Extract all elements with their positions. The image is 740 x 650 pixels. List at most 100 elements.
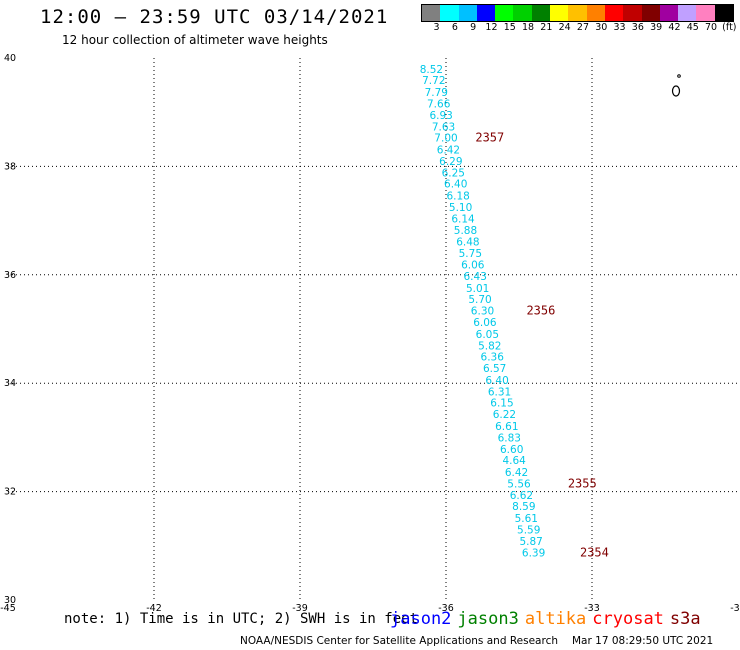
time-label: 2355 <box>568 476 597 490</box>
wave-height-label: 6.40 <box>485 375 508 387</box>
island-dot <box>677 74 681 78</box>
wave-height-label: 6.31 <box>488 386 511 398</box>
legend-label: (ft) <box>722 22 737 33</box>
satellite-altika: altika <box>524 609 587 629</box>
y-tick-label: 36 <box>4 270 16 281</box>
wave-height-label: 7.72 <box>422 75 445 87</box>
wave-height-label: 5.75 <box>459 248 482 260</box>
wave-height-label: 6.06 <box>473 317 497 329</box>
wave-height-label: 5.61 <box>515 513 538 525</box>
legend-label: 30 <box>595 22 608 33</box>
legend-swatch <box>623 5 642 21</box>
wave-height-label: 6.83 <box>498 432 521 444</box>
x-tick-label: -30 <box>730 603 740 614</box>
credit-text: NOAA/NESDIS Center for Satellite Applica… <box>240 635 558 647</box>
time-label: 2357 <box>475 131 504 145</box>
wave-height-label: 7.63 <box>432 121 455 133</box>
y-tick-label: 30 <box>4 595 16 606</box>
wave-height-label: 7.00 <box>434 133 457 145</box>
legend-label: 70 <box>705 22 718 33</box>
x-tick-label: -33 <box>584 603 600 614</box>
legend-swatch <box>550 5 569 21</box>
x-tick-label: -39 <box>292 603 308 614</box>
legend-label: 27 <box>576 22 589 33</box>
legend-swatch <box>513 5 532 21</box>
legend-swatch <box>586 5 605 21</box>
y-tick-label: 40 <box>4 53 16 64</box>
legend-swatch <box>641 5 660 21</box>
wave-height-label: 6.36 <box>481 352 505 364</box>
wave-height-label: 6.60 <box>500 444 523 456</box>
wave-height-label: 6.61 <box>495 421 518 433</box>
satellite-jason3: jason3 <box>457 609 519 629</box>
wave-height-label: 6.40 <box>444 179 467 191</box>
wave-height-label: 6.43 <box>464 271 487 283</box>
satellite-s3a: s3a <box>669 609 701 629</box>
wave-height-label: 5.01 <box>466 283 489 295</box>
wave-height-label: 6.25 <box>442 167 465 179</box>
y-tick-label: 32 <box>4 487 16 498</box>
wave-height-label: 6.93 <box>429 110 452 122</box>
legend-label: 6 <box>451 22 458 33</box>
wave-height-label: 6.18 <box>446 191 469 203</box>
legend-swatch <box>476 5 496 21</box>
legend-label: 9 <box>470 22 477 33</box>
wave-height-label: 8.59 <box>512 501 535 513</box>
wave-height-label: 6.14 <box>451 213 475 225</box>
time-label: 2354 <box>580 545 609 559</box>
legend-label: 18 <box>522 22 535 33</box>
legend-label: 39 <box>650 22 663 33</box>
wave-height-label: 6.30 <box>471 306 494 318</box>
wave-height-label: 5.82 <box>478 340 501 352</box>
legend-label: 12 <box>485 22 498 33</box>
legend-swatch <box>604 5 624 21</box>
wave-height-label: 5.70 <box>468 294 491 306</box>
wave-height-label: 6.42 <box>437 145 460 157</box>
legend-label: 36 <box>631 22 644 33</box>
wave-height-label: 5.10 <box>449 202 472 214</box>
chart-title: 12:00 – 23:59 UTC 03/14/2021 <box>40 6 389 28</box>
wave-height-label: 5.88 <box>454 225 477 237</box>
wave-height-label: 6.48 <box>456 237 479 249</box>
color-scale-labels: 3 6 9 12 15 18 21 24 27 30 33 36 39 42 45 70 (ft) <box>421 22 740 34</box>
wave-height-label: 6.15 <box>490 398 513 410</box>
wave-height-label: 5.87 <box>519 536 542 548</box>
y-tick-label: 38 <box>4 161 16 172</box>
color-scale-legend <box>421 4 735 22</box>
legend-swatch <box>458 5 477 21</box>
legend-swatch <box>531 5 551 21</box>
wave-height-label: 5.59 <box>517 525 540 537</box>
satellite-jason2: jason2 <box>390 609 452 629</box>
legend-label: 3 <box>433 22 440 33</box>
legend-label: 45 <box>686 22 699 33</box>
wave-height-label: 5.56 <box>507 478 531 490</box>
wave-height-label: 7.66 <box>427 99 451 111</box>
satellite-legend: jason2 jason3 altika cryosat s3a <box>390 609 707 629</box>
wave-height-label: 6.39 <box>522 547 545 559</box>
legend-swatch <box>714 5 734 21</box>
legend-swatch <box>440 5 459 21</box>
wave-height-label: 6.05 <box>476 329 499 341</box>
chart-subtitle: 12 hour collection of altimeter wave hei… <box>62 33 328 47</box>
x-tick-label: -36 <box>438 603 454 614</box>
wave-height-label: 4.64 <box>502 455 526 467</box>
footer-credit: NOAA/NESDIS Center for Satellite Applica… <box>240 635 713 647</box>
legend-label: 21 <box>540 22 553 33</box>
wave-height-label: 6.22 <box>493 409 516 421</box>
legend-swatch <box>495 5 514 21</box>
legend-swatch <box>568 5 587 21</box>
legend-swatch <box>678 5 697 21</box>
legend-label: 42 <box>668 22 681 33</box>
wave-height-label: 8.52 <box>420 64 443 76</box>
legend-swatch <box>659 5 679 21</box>
y-tick-label: 34 <box>4 378 16 389</box>
wave-height-label: 6.06 <box>461 260 485 272</box>
wave-height-label: 6.62 <box>510 490 533 502</box>
wave-height-label: 7.79 <box>425 87 448 99</box>
legend-label: 24 <box>558 22 571 33</box>
legend-label: 33 <box>613 22 626 33</box>
x-tick-label: -42 <box>146 603 162 614</box>
island-outline <box>671 85 681 97</box>
wave-height-label: 6.57 <box>483 363 506 375</box>
